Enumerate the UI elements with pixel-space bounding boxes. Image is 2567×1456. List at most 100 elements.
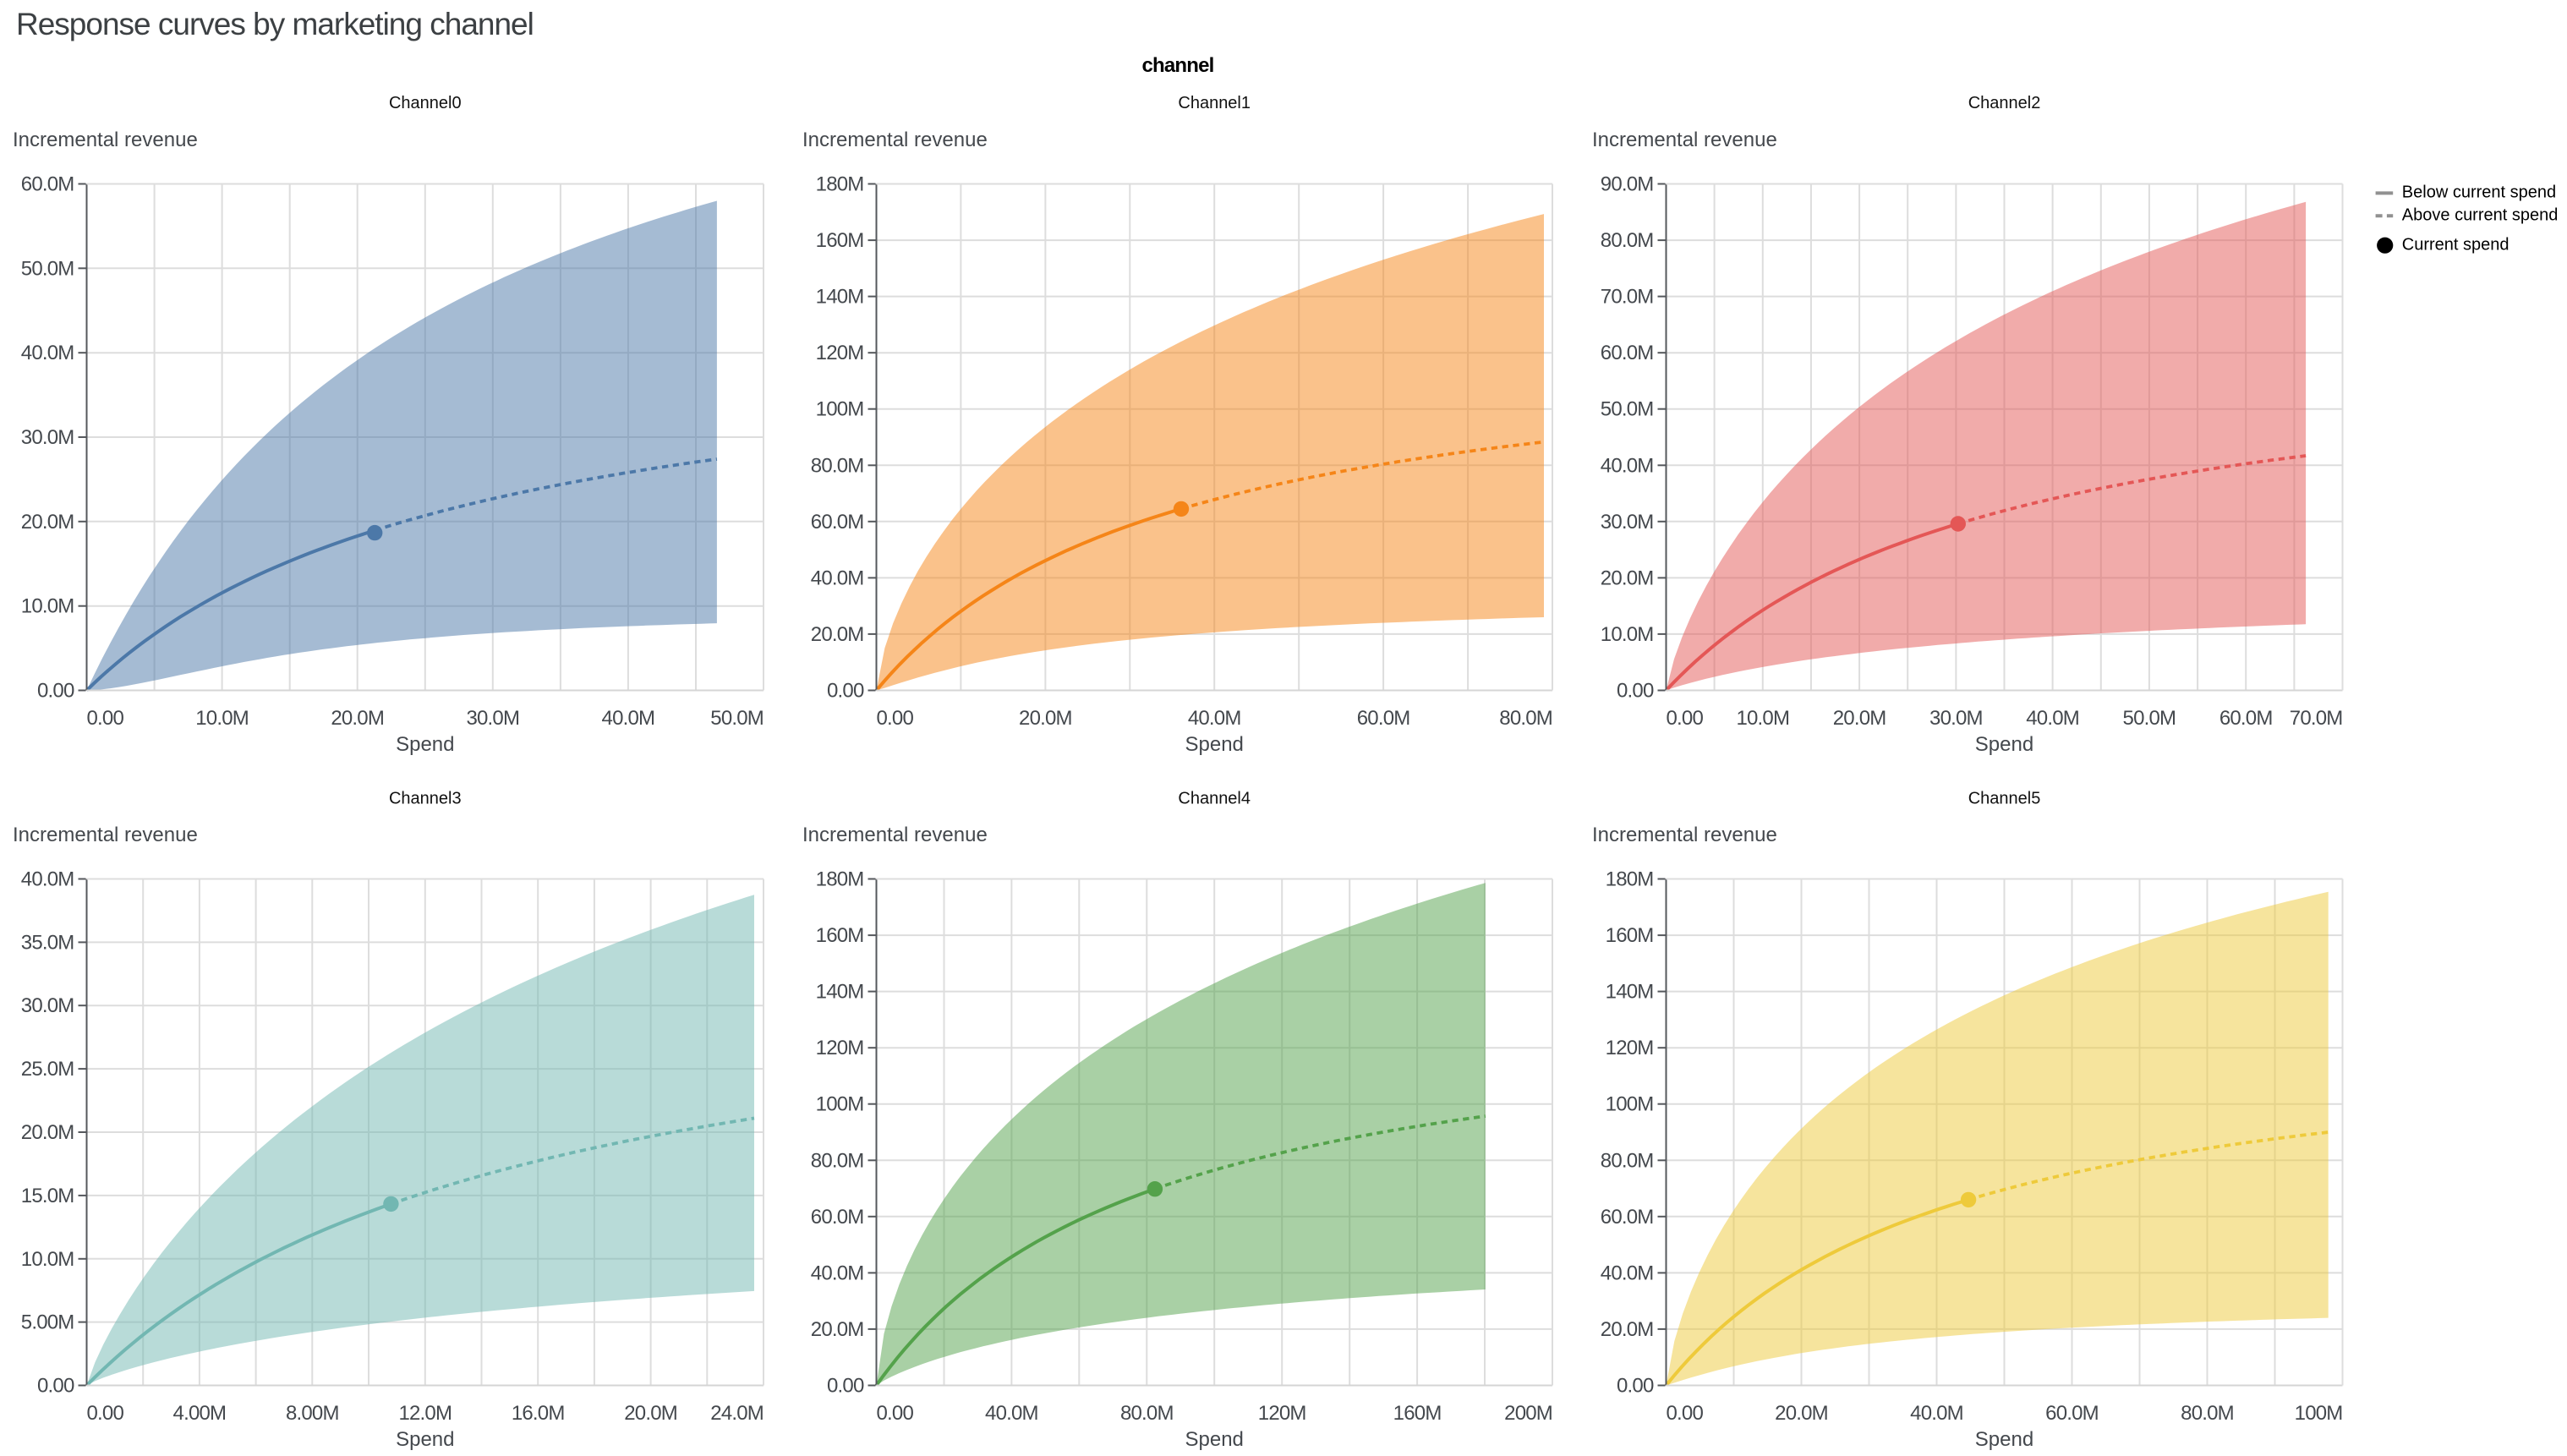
svg-text:Incremental revenue: Incremental revenue [1592, 129, 1777, 151]
svg-text:40.0M: 40.0M [21, 868, 74, 891]
svg-text:140M: 140M [1606, 981, 1654, 1004]
svg-text:140M: 140M [816, 981, 864, 1004]
svg-text:120M: 120M [1258, 1402, 1306, 1425]
svg-text:80.0M: 80.0M [811, 1149, 864, 1172]
svg-text:100M: 100M [2295, 1402, 2343, 1425]
svg-text:Incremental revenue: Incremental revenue [13, 129, 198, 151]
svg-text:20.0M: 20.0M [811, 1318, 864, 1341]
svg-text:120M: 120M [816, 342, 864, 364]
svg-text:0.00: 0.00 [87, 707, 124, 730]
svg-text:10.0M: 10.0M [1736, 707, 1789, 730]
svg-text:100M: 100M [816, 398, 864, 421]
svg-text:40.0M: 40.0M [1910, 1402, 1963, 1425]
svg-text:0.00: 0.00 [877, 707, 914, 730]
svg-text:4.00M: 4.00M [173, 1402, 227, 1425]
svg-text:10.0M: 10.0M [21, 595, 74, 618]
svg-text:Channel3: Channel3 [389, 790, 462, 808]
svg-text:0.00: 0.00 [37, 680, 74, 703]
svg-text:80.0M: 80.0M [1120, 1402, 1174, 1425]
svg-text:Spend: Spend [1975, 733, 2033, 756]
svg-text:10.0M: 10.0M [1601, 623, 1654, 646]
svg-text:20.0M: 20.0M [1775, 1402, 1828, 1425]
svg-text:Channel0: Channel0 [389, 94, 462, 112]
svg-text:50.0M: 50.0M [1601, 398, 1654, 421]
svg-text:80.0M: 80.0M [1601, 1149, 1654, 1172]
svg-text:Channel4: Channel4 [1178, 790, 1251, 808]
svg-text:60.0M: 60.0M [811, 1206, 864, 1229]
svg-text:0.00: 0.00 [827, 680, 864, 703]
svg-text:40.0M: 40.0M [811, 567, 864, 589]
svg-text:120M: 120M [816, 1037, 864, 1059]
svg-text:8.00M: 8.00M [286, 1402, 339, 1425]
svg-text:40.0M: 40.0M [1601, 454, 1654, 477]
svg-text:Response curves by marketing c: Response curves by marketing channel [16, 7, 534, 41]
svg-text:70.0M: 70.0M [1601, 286, 1654, 309]
svg-text:160M: 160M [1393, 1402, 1442, 1425]
svg-text:80.0M: 80.0M [2181, 1402, 2234, 1425]
svg-text:60.0M: 60.0M [1601, 342, 1654, 364]
svg-text:50.0M: 50.0M [2123, 707, 2176, 730]
svg-text:40.0M: 40.0M [602, 707, 655, 730]
svg-text:160M: 160M [816, 229, 864, 252]
svg-text:160M: 160M [816, 924, 864, 947]
svg-text:Current spend: Current spend [2402, 235, 2510, 254]
svg-text:Incremental revenue: Incremental revenue [802, 824, 988, 846]
svg-text:60.0M: 60.0M [2045, 1402, 2099, 1425]
svg-text:Spend: Spend [396, 733, 454, 756]
svg-text:40.0M: 40.0M [1188, 707, 1241, 730]
svg-text:Incremental revenue: Incremental revenue [802, 129, 988, 151]
svg-text:180M: 180M [1606, 868, 1654, 891]
svg-text:Below current spend: Below current spend [2402, 183, 2556, 202]
svg-text:20.0M: 20.0M [624, 1402, 677, 1425]
svg-text:30.0M: 30.0M [1601, 511, 1654, 534]
svg-text:Spend: Spend [1975, 1428, 2033, 1451]
svg-text:180M: 180M [816, 868, 864, 891]
svg-text:24.0M: 24.0M [710, 1402, 764, 1425]
svg-text:40.0M: 40.0M [2026, 707, 2079, 730]
svg-text:10.0M: 10.0M [21, 1248, 74, 1271]
svg-text:20.0M: 20.0M [811, 623, 864, 646]
svg-text:60.0M: 60.0M [1357, 707, 1410, 730]
svg-text:Incremental revenue: Incremental revenue [1592, 824, 1777, 846]
svg-text:20.0M: 20.0M [21, 1121, 74, 1144]
svg-text:30.0M: 30.0M [1929, 707, 1983, 730]
svg-text:50.0M: 50.0M [710, 707, 764, 730]
svg-text:0.00: 0.00 [1617, 1375, 1654, 1398]
svg-text:0.00: 0.00 [827, 1375, 864, 1398]
svg-text:Incremental revenue: Incremental revenue [13, 824, 198, 846]
svg-text:30.0M: 30.0M [21, 426, 74, 449]
svg-text:Spend: Spend [1185, 733, 1243, 756]
svg-text:Channel1: Channel1 [1178, 94, 1251, 112]
svg-text:180M: 180M [816, 173, 864, 196]
svg-text:0.00: 0.00 [877, 1402, 914, 1425]
svg-text:16.0M: 16.0M [512, 1402, 565, 1425]
svg-text:40.0M: 40.0M [1601, 1262, 1654, 1284]
svg-text:0.00: 0.00 [1617, 680, 1654, 703]
svg-text:Above current spend: Above current spend [2402, 205, 2559, 224]
svg-text:40.0M: 40.0M [811, 1262, 864, 1284]
svg-text:40.0M: 40.0M [985, 1402, 1038, 1425]
svg-text:160M: 160M [1606, 924, 1654, 947]
svg-text:120M: 120M [1606, 1037, 1654, 1059]
svg-text:35.0M: 35.0M [21, 931, 74, 954]
svg-text:channel: channel [1141, 54, 1213, 77]
svg-text:40.0M: 40.0M [21, 342, 74, 364]
svg-text:140M: 140M [816, 286, 864, 309]
svg-text:60.0M: 60.0M [1601, 1206, 1654, 1229]
svg-text:100M: 100M [816, 1093, 864, 1116]
svg-text:Channel5: Channel5 [1968, 790, 2041, 808]
svg-text:30.0M: 30.0M [21, 994, 74, 1017]
svg-text:50.0M: 50.0M [21, 257, 74, 280]
svg-text:90.0M: 90.0M [1601, 173, 1654, 196]
svg-text:25.0M: 25.0M [21, 1058, 74, 1081]
svg-text:80.0M: 80.0M [811, 454, 864, 477]
svg-text:20.0M: 20.0M [21, 511, 74, 534]
svg-text:20.0M: 20.0M [1019, 707, 1072, 730]
svg-text:0.00: 0.00 [1667, 1402, 1704, 1425]
svg-text:Channel2: Channel2 [1968, 94, 2041, 112]
svg-text:80.0M: 80.0M [1499, 707, 1552, 730]
svg-text:0.00: 0.00 [1667, 707, 1704, 730]
svg-text:200M: 200M [1504, 1402, 1552, 1425]
svg-text:60.0M: 60.0M [21, 173, 74, 196]
svg-text:20.0M: 20.0M [1833, 707, 1886, 730]
